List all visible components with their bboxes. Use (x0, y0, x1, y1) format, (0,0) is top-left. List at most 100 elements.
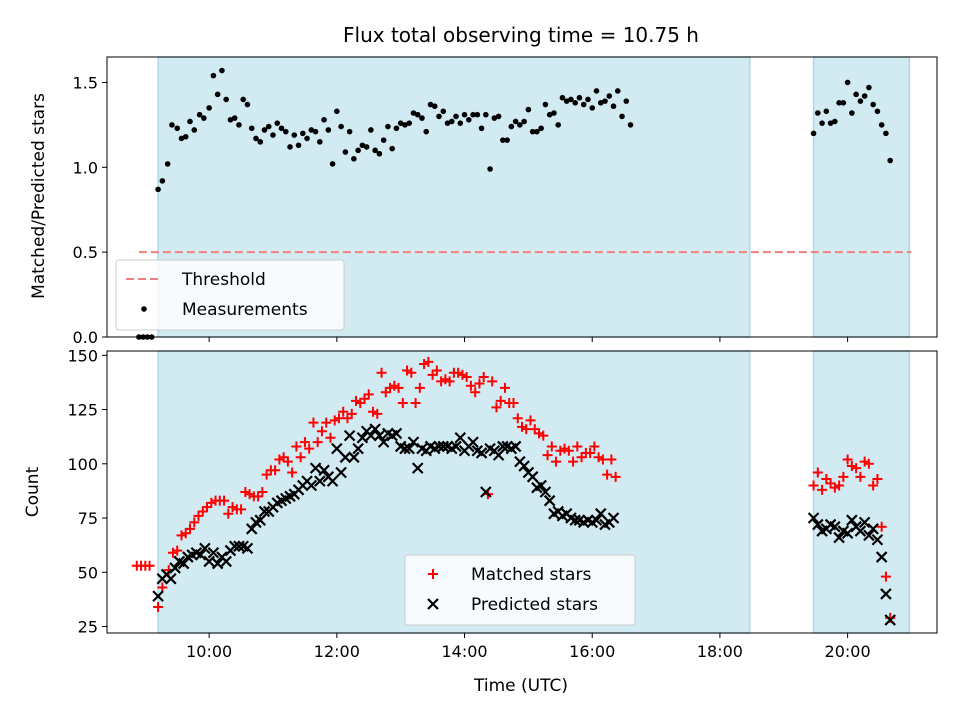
predicted-star-point (875, 551, 888, 563)
measurement-point (282, 128, 289, 135)
predicted-star-point (348, 451, 360, 464)
measurement-point (219, 67, 225, 74)
matched-star-point (508, 398, 519, 409)
legend-label: Threshold (181, 270, 266, 290)
matched-star-point (495, 395, 506, 406)
legend-matched-swatch (428, 569, 438, 579)
measurement-point (214, 91, 221, 98)
measurement-point (844, 79, 851, 86)
measurement-point (236, 122, 242, 128)
predicted-star-point (373, 429, 386, 442)
predicted-star-point (169, 562, 181, 574)
measurement-point (427, 101, 434, 108)
measurement-point (878, 122, 885, 128)
chart-title: Flux total observing time = 10.75 h (343, 23, 699, 47)
matched-star-point (410, 398, 421, 409)
predicted-star-point (309, 462, 322, 474)
predicted-star-point (399, 442, 411, 455)
measurement-point (478, 125, 485, 132)
matched-star-point (185, 523, 195, 534)
predicted-star-point (369, 423, 381, 435)
predicted-star-point (377, 436, 390, 448)
measurement-point (534, 128, 540, 135)
predicted-star-point (543, 494, 556, 507)
measurement-point (410, 110, 417, 116)
matched-star-point (312, 437, 323, 448)
predicted-star-point (526, 471, 539, 483)
measurement-point (606, 93, 613, 99)
predicted-star-point (245, 523, 258, 535)
predicted-star-point (403, 442, 415, 455)
measurement-point (389, 145, 395, 152)
count-y-tick-label: 100 (67, 455, 98, 474)
measurement-point (210, 72, 217, 79)
bottom-y-axis-label: Count (23, 466, 43, 517)
measurement-point (491, 115, 498, 121)
matched-star-point (563, 445, 574, 456)
measurement-point (436, 113, 442, 120)
measurement-point (312, 128, 319, 135)
observing-window-2 (812, 350, 911, 634)
measurement-point (338, 123, 344, 130)
predicted-star-point (594, 507, 607, 520)
measurement-point (593, 88, 600, 94)
matched-star-point (834, 480, 845, 491)
measurement-point (474, 111, 481, 118)
measurement-point (423, 128, 430, 135)
measurement-point (887, 157, 893, 164)
predicted-star-point (497, 440, 509, 453)
matched-star-point (172, 545, 183, 556)
measurement-point (257, 139, 264, 145)
predicted-star-point (509, 440, 522, 453)
measurement-point (815, 110, 821, 116)
measurement-point (529, 128, 536, 135)
measurement-point (542, 101, 549, 108)
measurement-point (551, 110, 557, 116)
predicted-star-point (437, 440, 450, 453)
measurement-point (448, 118, 455, 125)
measurement-point (253, 135, 259, 142)
measurement-point (227, 116, 234, 123)
matched-star-point (525, 415, 536, 426)
x-tick-label: 20:00 (825, 642, 871, 661)
measurement-point (627, 122, 634, 128)
predicted-star-point (569, 514, 581, 526)
measurement-point (823, 108, 830, 115)
ratio-plot-frame (106, 56, 938, 338)
measurement-point (623, 98, 630, 104)
measurement-point (155, 186, 161, 193)
measurement-point (431, 103, 438, 110)
matched-star-point (393, 382, 404, 393)
matched-star-point (444, 376, 455, 387)
legend-label: Predicted stars (471, 595, 598, 615)
measurement-point (500, 137, 506, 143)
predicted-star-point (492, 449, 505, 461)
matched-star-point (304, 443, 315, 454)
measurement-point (861, 93, 868, 99)
matched-star-point (376, 367, 387, 378)
ratio-panel: 0.0 0.5 1.0 1.5 Threshold Measurements (73, 56, 938, 347)
predicted-star-point (241, 542, 254, 555)
matched-star-point (868, 480, 879, 491)
predicted-star-point (829, 520, 841, 533)
predicted-star-point (228, 540, 241, 553)
measurement-point (597, 100, 604, 106)
matched-star-point (423, 356, 434, 367)
predicted-star-point (807, 512, 820, 524)
matched-star-point (817, 484, 828, 495)
measurement-point (201, 115, 207, 121)
predicted-star-point (165, 572, 177, 585)
measurement-point (231, 115, 238, 121)
matched-star-point (295, 452, 306, 463)
predicted-star-point (841, 527, 854, 539)
measurement-point (487, 166, 493, 172)
matched-star-point (499, 382, 510, 393)
legend-measurement-swatch (141, 306, 147, 312)
measurement-point (461, 111, 468, 118)
measurement-point (321, 116, 327, 123)
matched-star-point (838, 471, 849, 482)
matched-star-point (851, 463, 862, 474)
count-plot-frame (106, 350, 938, 634)
predicted-star-point (863, 529, 875, 542)
measurement-point (521, 118, 527, 125)
